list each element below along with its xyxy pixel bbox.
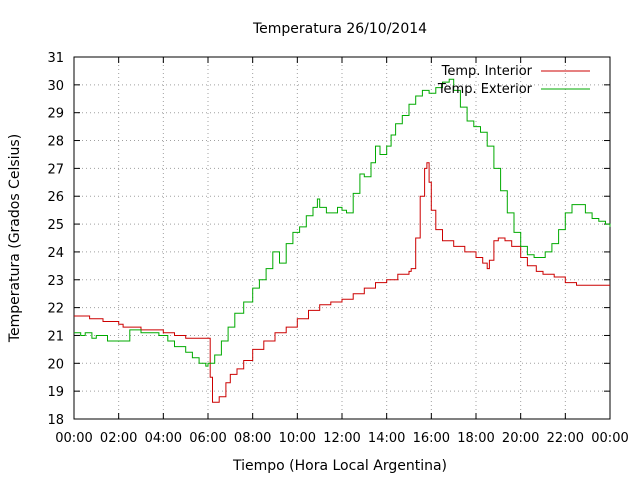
y-tick-label: 26 <box>47 190 64 205</box>
y-tick-label: 24 <box>47 246 64 261</box>
series-lines <box>74 78 611 403</box>
legend-label-interior: Temp. Interior <box>441 64 533 79</box>
y-tick-label: 19 <box>47 385 64 400</box>
y-tick-label: 23 <box>47 274 64 289</box>
x-axis-title: Tiempo (Hora Local Argentina) <box>232 458 447 474</box>
y-tick-label: 18 <box>47 413 64 428</box>
x-tick-label: 18:00 <box>457 431 494 446</box>
legend: Temp. Interior Temp. Exterior <box>437 64 590 97</box>
axis-ticks <box>73 56 611 420</box>
x-tick-label: 22:00 <box>547 431 584 446</box>
x-tick-label: 20:00 <box>502 431 539 446</box>
y-tick-label: 30 <box>47 79 64 94</box>
x-tick-label: 08:00 <box>234 431 271 446</box>
series-line-interior <box>74 162 610 403</box>
legend-label-exterior: Temp. Exterior <box>437 82 533 97</box>
x-tick-label: 12:00 <box>323 431 360 446</box>
series-line-exterior <box>74 78 611 367</box>
y-tick-label: 29 <box>47 107 64 122</box>
y-axis-title: Temperatura (Grados Celsius) <box>7 134 23 343</box>
y-tick-label: 28 <box>47 135 64 150</box>
x-tick-label: 06:00 <box>189 431 226 446</box>
y-tick-label: 31 <box>47 51 64 66</box>
x-tick-label: 00:00 <box>591 431 628 446</box>
x-tick-label: 02:00 <box>100 431 137 446</box>
chart-title: Temperatura 26/10/2014 <box>252 21 427 37</box>
x-tick-label: 00:00 <box>55 431 92 446</box>
x-tick-label: 04:00 <box>145 431 182 446</box>
y-tick-label: 22 <box>47 302 64 317</box>
x-tick-label: 16:00 <box>413 431 450 446</box>
x-tick-label: 10:00 <box>279 431 316 446</box>
x-tick-labels: 00:00 02:00 04:00 06:00 08:00 10:00 12:00 14:00… <box>55 431 628 446</box>
y-tick-labels: 18 19 20 21 22 23 24 25 26 27 28 29 30 31 <box>47 51 64 428</box>
x-tick-label: 14:00 <box>368 431 405 446</box>
y-tick-label: 27 <box>47 162 64 177</box>
y-tick-label: 20 <box>47 357 64 372</box>
y-tick-label: 21 <box>47 329 64 344</box>
grid-lines <box>74 57 610 419</box>
y-tick-label: 25 <box>47 218 64 233</box>
